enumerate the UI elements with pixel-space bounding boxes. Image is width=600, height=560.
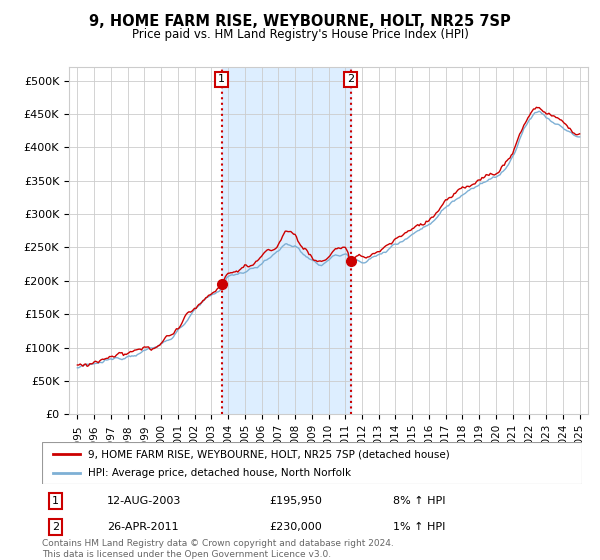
- FancyBboxPatch shape: [42, 442, 582, 484]
- Text: Contains HM Land Registry data © Crown copyright and database right 2024.
This d: Contains HM Land Registry data © Crown c…: [42, 539, 394, 559]
- Text: £195,950: £195,950: [269, 496, 322, 506]
- Text: HPI: Average price, detached house, North Norfolk: HPI: Average price, detached house, Nort…: [88, 468, 351, 478]
- Text: 8% ↑ HPI: 8% ↑ HPI: [393, 496, 445, 506]
- Bar: [221, 67, 350, 414]
- Text: £230,000: £230,000: [269, 522, 322, 532]
- Text: 1: 1: [218, 74, 225, 85]
- Text: 9, HOME FARM RISE, WEYBOURNE, HOLT, NR25 7SP: 9, HOME FARM RISE, WEYBOURNE, HOLT, NR25…: [89, 14, 511, 29]
- Text: 2: 2: [52, 522, 59, 532]
- Text: 9, HOME FARM RISE, WEYBOURNE, HOLT, NR25 7SP (detached house): 9, HOME FARM RISE, WEYBOURNE, HOLT, NR25…: [88, 449, 449, 459]
- Text: 1% ↑ HPI: 1% ↑ HPI: [393, 522, 445, 532]
- Text: 12-AUG-2003: 12-AUG-2003: [107, 496, 181, 506]
- Text: Price paid vs. HM Land Registry's House Price Index (HPI): Price paid vs. HM Land Registry's House …: [131, 28, 469, 41]
- Text: 2: 2: [347, 74, 354, 85]
- Text: 26-APR-2011: 26-APR-2011: [107, 522, 178, 532]
- Text: 1: 1: [52, 496, 59, 506]
